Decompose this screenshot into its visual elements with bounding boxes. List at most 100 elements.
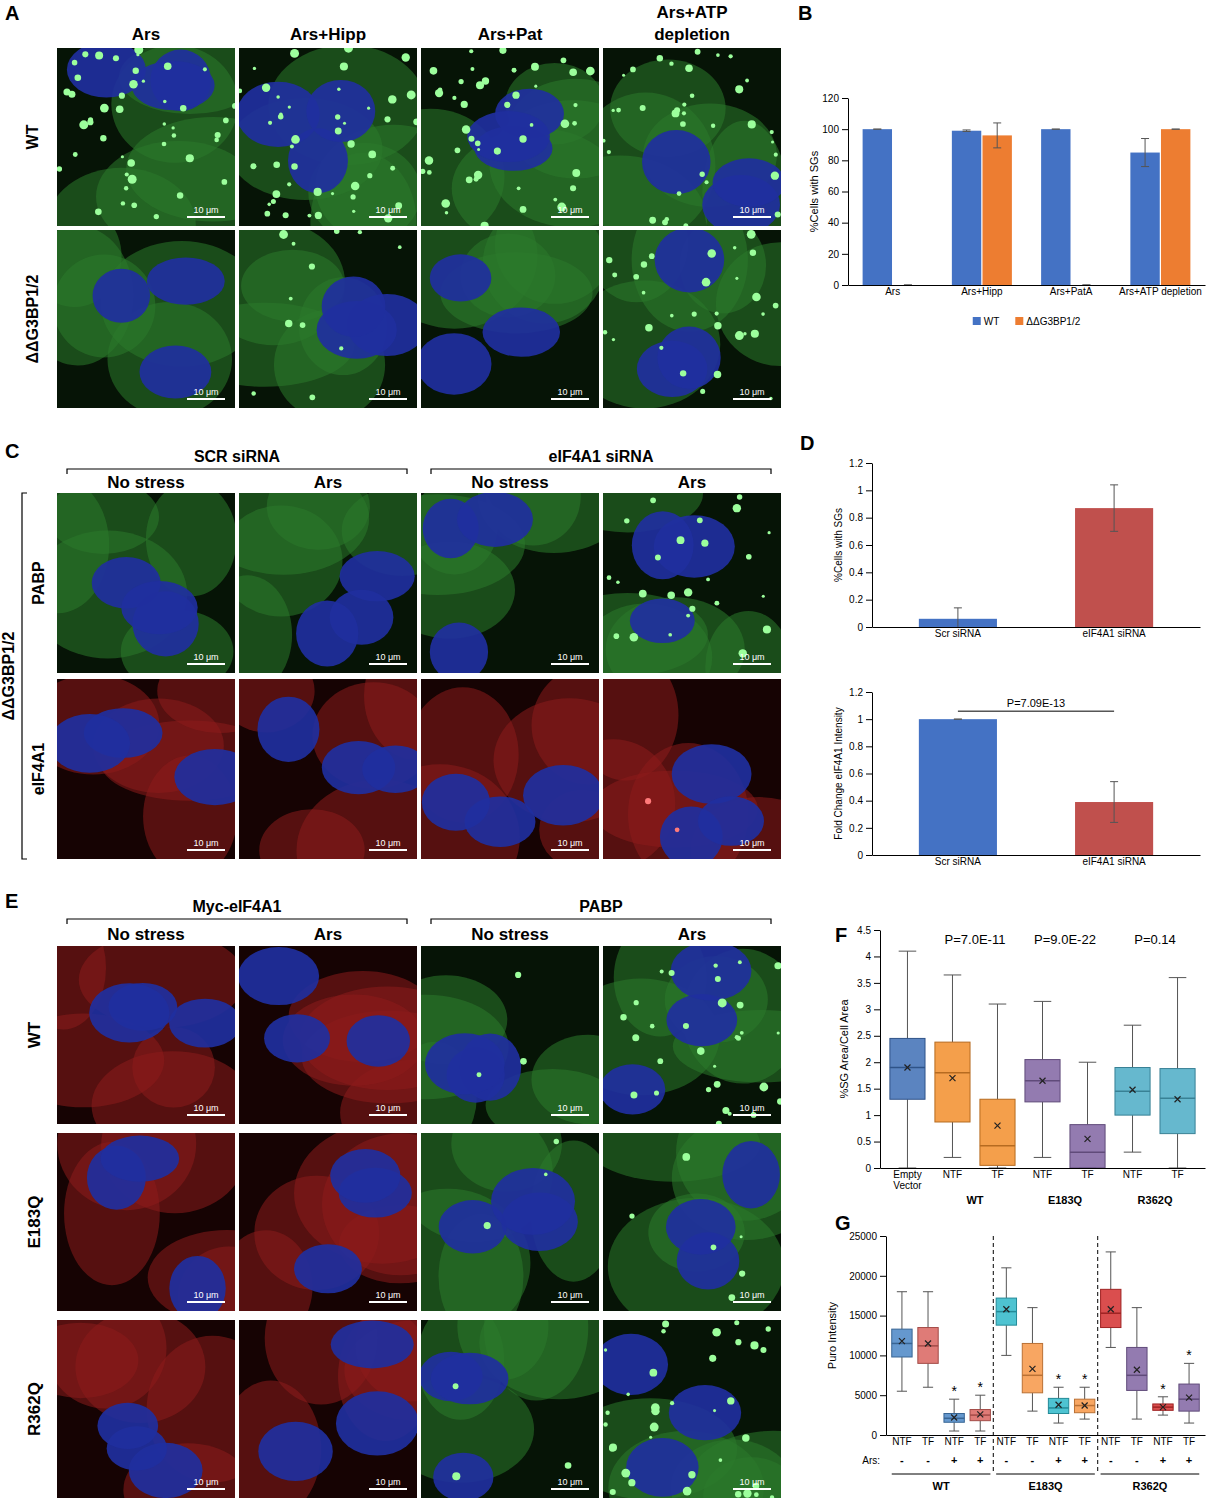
scale-bar-label: 10 μm: [557, 387, 582, 397]
box: [1153, 1404, 1173, 1410]
granule: [622, 74, 625, 77]
scale-bar: [187, 1114, 225, 1116]
y-tick-label: 2.5: [857, 1030, 871, 1041]
micrograph: [57, 48, 235, 226]
scale-bar-label: 10 μm: [557, 205, 582, 215]
granule: [629, 1213, 634, 1218]
row-label: Ars:: [862, 1455, 880, 1466]
y-tick-mark: [874, 1115, 880, 1116]
box: [1025, 1060, 1060, 1102]
granule: [662, 1320, 669, 1327]
micrograph: [239, 493, 417, 673]
granule: [314, 188, 322, 196]
granule: [125, 172, 129, 176]
y-tick-label: 0.6: [849, 768, 863, 779]
x-tick: TF: [1081, 1168, 1093, 1180]
granule: [669, 970, 675, 976]
granule: [530, 123, 534, 127]
granule: [742, 1434, 749, 1441]
x-tick-label: NTF: [944, 1436, 963, 1447]
scale-bar-label: 10 μm: [375, 1103, 400, 1113]
y-tick-mark: [866, 774, 872, 775]
x-tick: TF: [1171, 1168, 1183, 1180]
y-tick: 4.5: [857, 925, 880, 936]
micrograph: [239, 1133, 417, 1311]
mean-marker: [1082, 1403, 1088, 1409]
y-tick: 0.5: [857, 1136, 880, 1147]
granule: [335, 128, 342, 135]
micrograph: [57, 1320, 235, 1498]
panel-letter: A: [5, 2, 19, 24]
nucleus: [457, 493, 533, 547]
x-tick-label: Ars+PatA: [1050, 286, 1093, 297]
whisker-high: [1080, 1387, 1090, 1399]
granule: [750, 250, 756, 256]
granule: [344, 48, 353, 53]
x-tick-label: TF: [1079, 1436, 1091, 1447]
granule: [504, 102, 510, 108]
y-tick-label: 1.2: [849, 458, 863, 469]
micrograph: [57, 679, 235, 859]
nucleus: [257, 697, 319, 762]
granule: [645, 324, 653, 332]
granule: [706, 578, 710, 582]
mean-marker: [1108, 1306, 1114, 1312]
y-axis-title: Fold Change eIF4A1 Intensity: [833, 707, 844, 839]
granule: [659, 346, 663, 350]
scale-bar-label: 10 μm: [193, 652, 218, 662]
error-bar: [1052, 129, 1060, 130]
whisker-low: [1027, 1393, 1037, 1411]
x-tick-label: Scr siRNA: [935, 628, 981, 639]
scale-bar: [551, 1301, 589, 1303]
nucleus: [632, 511, 694, 579]
granule: [604, 1348, 607, 1351]
scale-bar: [369, 1301, 407, 1303]
granule: [662, 219, 668, 225]
nucleus: [347, 1015, 410, 1067]
scale-bar: [187, 849, 225, 851]
granule: [714, 322, 721, 329]
granule: [650, 1024, 655, 1029]
whisker-low: [1001, 1325, 1011, 1355]
granule: [684, 588, 692, 596]
micrograph: [239, 679, 417, 859]
annotation: P=7.09E-13: [1007, 697, 1065, 709]
granule: [512, 92, 519, 99]
granule: [642, 291, 646, 295]
y-tick-mark: [880, 1355, 886, 1356]
granule: [239, 89, 242, 94]
mean-marker: [1056, 1402, 1062, 1408]
whisker-high: [1158, 1397, 1168, 1404]
bar: [1130, 153, 1159, 285]
granule: [186, 154, 194, 162]
y-tick-label: 1.2: [849, 687, 863, 698]
micrograph: [57, 493, 235, 673]
granule: [727, 1397, 734, 1404]
side-bracket: [22, 493, 27, 859]
granule: [751, 330, 759, 338]
granule: [273, 161, 280, 168]
panel-letter: F: [835, 924, 847, 946]
granule: [453, 1383, 459, 1389]
granule: [649, 217, 656, 224]
x-axis: Scr siRNAeIF4A1 siRNA: [873, 627, 1201, 639]
y-tick-mark: [874, 1168, 880, 1169]
granule: [214, 138, 219, 143]
granule: [634, 1000, 639, 1005]
x-axis: EmptyVectorNTFTFNTFTFNTFTF: [881, 1168, 1206, 1191]
granule: [477, 148, 480, 151]
scale-bar-label: 10 μm: [375, 838, 400, 848]
granule: [203, 67, 207, 71]
granule: [133, 68, 139, 74]
granule: [654, 1090, 659, 1095]
micrograph: [421, 493, 599, 673]
box: [1127, 1347, 1147, 1390]
whisker-low: [923, 1363, 933, 1387]
granule: [675, 827, 680, 832]
row-value: +: [1081, 1454, 1087, 1466]
column-header: Ars+Hipp: [290, 25, 366, 44]
granule: [79, 120, 88, 129]
granule: [713, 1065, 716, 1068]
x-axis-line: [873, 627, 1201, 628]
granule: [119, 93, 125, 99]
